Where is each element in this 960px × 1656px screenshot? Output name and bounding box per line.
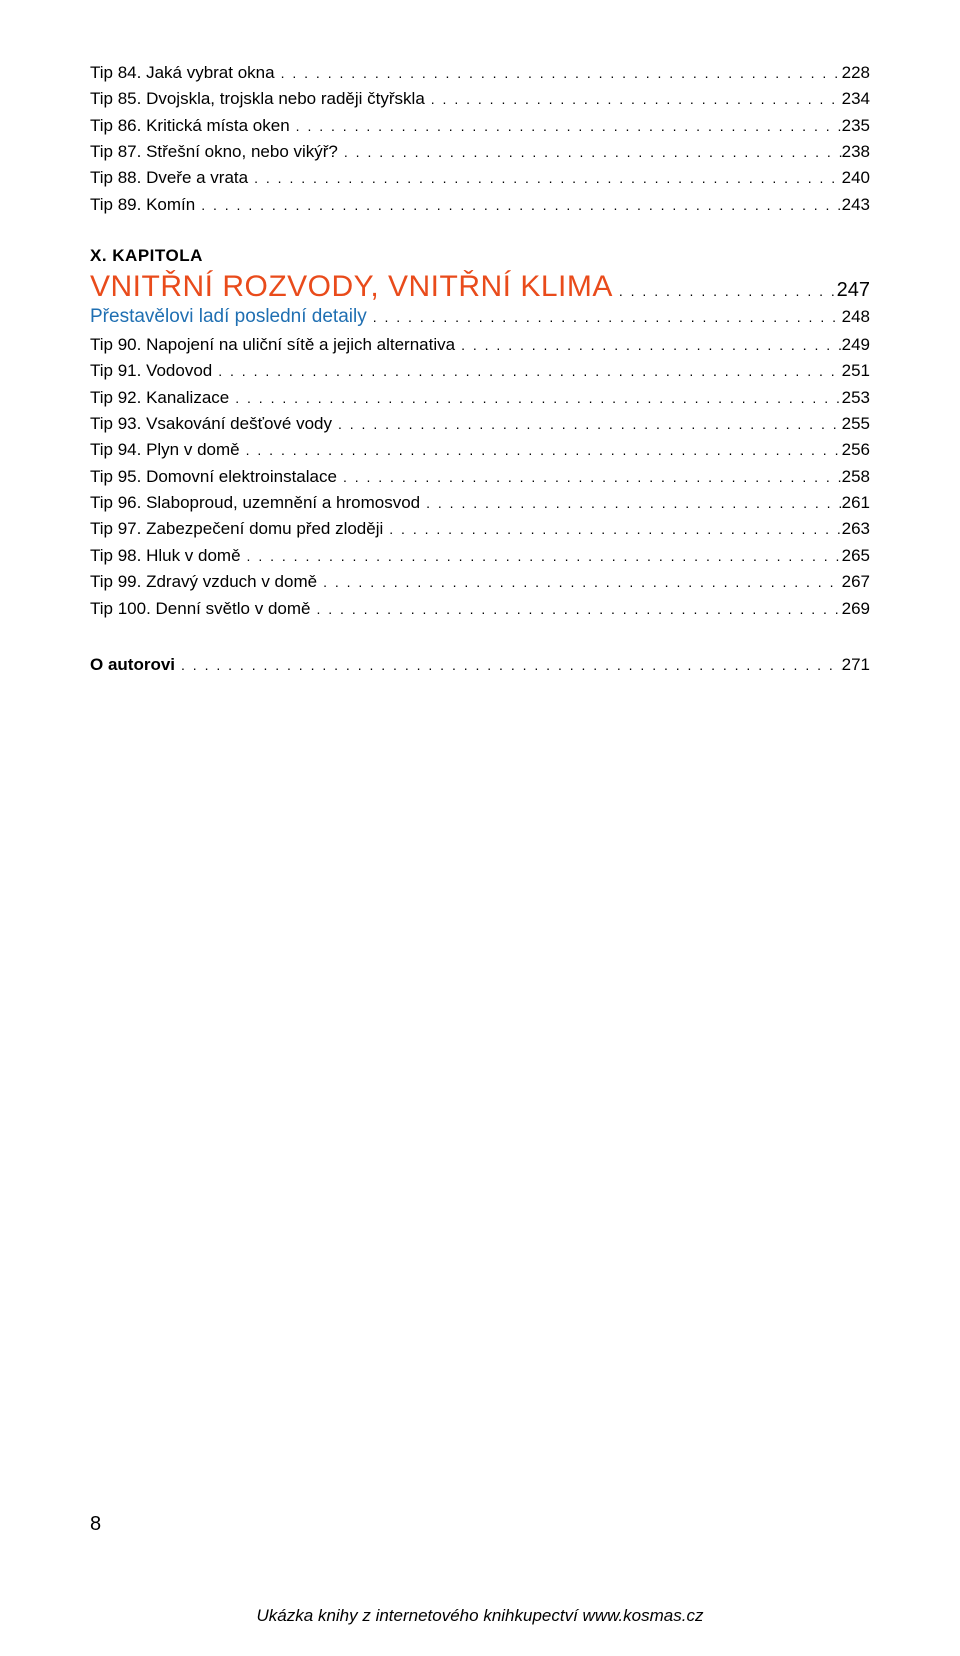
toc-dots: . . . . . . . . . . . . . . . . . . . . … <box>338 142 842 164</box>
chapter-page: 247 <box>837 279 870 302</box>
toc-dots: . . . . . . . . . . . . . . . . . . . . … <box>275 63 842 85</box>
toc-item: Tip 95. Domovní elektroinstalace . . . .… <box>90 464 870 490</box>
toc-item: Tip 89. Komín . . . . . . . . . . . . . … <box>90 192 870 218</box>
toc-label: Tip 90. Napojení na uliční sítě a jejich… <box>90 332 455 358</box>
toc-label: Tip 98. Hluk v domě <box>90 543 241 569</box>
toc-page: 228 <box>842 60 870 86</box>
toc-item: Tip 91. Vodovod . . . . . . . . . . . . … <box>90 358 870 384</box>
toc-dots: . . . . . . . . . . . . . . . . . . . . … <box>420 493 842 515</box>
toc-page: 267 <box>842 569 870 595</box>
page-container: Tip 84. Jaká vybrat okna . . . . . . . .… <box>0 0 960 1656</box>
toc-page: 256 <box>842 437 870 463</box>
chapter-title: VNITŘNÍ ROZVODY, VNITŘNÍ KLIMA <box>90 270 613 304</box>
toc-dots: . . . . . . . . . . . . . . . . . . . . … <box>195 195 841 217</box>
toc-dots: . . . . . . . . . . . . . . . . . . . . … <box>248 168 842 190</box>
toc-label: Tip 84. Jaká vybrat okna <box>90 60 275 86</box>
toc-label: Tip 96. Slaboproud, uzemnění a hromosvod <box>90 490 420 516</box>
chapter-title-line: VNITŘNÍ ROZVODY, VNITŘNÍ KLIMA . . . . .… <box>90 270 870 304</box>
chapter-subtitle: Přestavělovi ladí poslední detaily <box>90 306 367 328</box>
toc-page: 238 <box>842 139 870 165</box>
toc-page: 240 <box>842 165 870 191</box>
toc-label: Tip 93. Vsakování dešťové vody <box>90 411 332 437</box>
toc-item: Tip 85. Dvojskla, trojskla nebo raději č… <box>90 86 870 112</box>
toc-page: 235 <box>842 113 870 139</box>
author-block: O autorovi . . . . . . . . . . . . . . .… <box>90 652 870 678</box>
toc-item-author: O autorovi . . . . . . . . . . . . . . .… <box>90 652 870 678</box>
toc-page: 249 <box>842 332 870 358</box>
toc-page: 265 <box>842 543 870 569</box>
toc-dots: . . . . . . . . . . . . . . . . . . . . … <box>311 599 842 621</box>
footer-note: Ukázka knihy z internetového knihkupectv… <box>0 1606 960 1626</box>
toc-item: Tip 86. Kritická místa oken . . . . . . … <box>90 113 870 139</box>
toc-item: Tip 99. Zdravý vzduch v domě . . . . . .… <box>90 569 870 595</box>
toc-label: Tip 91. Vodovod <box>90 358 212 384</box>
toc-page: 255 <box>842 411 870 437</box>
toc-label: Tip 85. Dvojskla, trojskla nebo raději č… <box>90 86 425 112</box>
chapter-kicker: X. KAPITOLA <box>90 246 870 266</box>
toc-dots: . . . . . . . . . . . . . . . . . . . . … <box>229 388 841 410</box>
toc-label: Tip 100. Denní světlo v domě <box>90 596 311 622</box>
toc-dots: . . . . . . . . . . . . . . . . . . . . … <box>240 440 842 462</box>
toc-page: 234 <box>842 86 870 112</box>
toc-dots: . . . . . . . . . . . . . . . . . . . . … <box>425 89 842 111</box>
toc-label: Tip 94. Plyn v domě <box>90 437 240 463</box>
toc-dots: . . . . . . . . . . . . . . . . . . . . … <box>175 655 842 677</box>
toc-page: 253 <box>842 385 870 411</box>
toc-item: Tip 100. Denní světlo v domě . . . . . .… <box>90 596 870 622</box>
toc-dots: . . . . . . . . . . . . . . . . . . . . … <box>383 519 841 541</box>
toc-item: Tip 98. Hluk v domě . . . . . . . . . . … <box>90 543 870 569</box>
toc-item: Tip 92. Kanalizace . . . . . . . . . . .… <box>90 385 870 411</box>
toc-item: Tip 94. Plyn v domě . . . . . . . . . . … <box>90 437 870 463</box>
toc-label: Tip 86. Kritická místa oken <box>90 113 290 139</box>
author-page: 271 <box>842 652 870 678</box>
toc-page: 251 <box>842 358 870 384</box>
toc-page: 258 <box>842 464 870 490</box>
toc-label: Tip 89. Komín <box>90 192 195 218</box>
toc-dots: . . . . . . . . . . . . . . . . . . . . … <box>290 116 842 138</box>
toc-dots: . . . . . . . . . . . . . . . . . . . . … <box>317 572 842 594</box>
toc-item: Tip 90. Napojení na uliční sítě a jejich… <box>90 332 870 358</box>
chapter-subtitle-line: Přestavělovi ladí poslední detaily . . .… <box>90 306 870 328</box>
toc-page: 243 <box>842 192 870 218</box>
toc-item: Tip 96. Slaboproud, uzemnění a hromosvod… <box>90 490 870 516</box>
toc-label: Tip 92. Kanalizace <box>90 385 229 411</box>
toc-label: Tip 97. Zabezpečení domu před zloději <box>90 516 383 542</box>
toc-dots: . . . . . . . . . . . . . . . . . . . . … <box>332 414 842 436</box>
toc-item: Tip 93. Vsakování dešťové vody . . . . .… <box>90 411 870 437</box>
toc-dots: . . . . . . . . . . . . . . . . . . . . … <box>367 309 842 325</box>
toc-label: Tip 95. Domovní elektroinstalace <box>90 464 337 490</box>
toc-page: 269 <box>842 596 870 622</box>
toc-item: Tip 87. Střešní okno, nebo vikýř? . . . … <box>90 139 870 165</box>
toc-item: Tip 84. Jaká vybrat okna . . . . . . . .… <box>90 60 870 86</box>
toc-label: Tip 88. Dveře a vrata <box>90 165 248 191</box>
toc-page: 263 <box>842 516 870 542</box>
toc-label: Tip 87. Střešní okno, nebo vikýř? <box>90 139 338 165</box>
page-number: 8 <box>90 1513 101 1536</box>
toc-dots: . . . . . . . . . . . . . . . . . . . . … <box>212 361 841 383</box>
toc-dots: . . . . . . . . . . . . . . . . . . . . … <box>337 467 842 489</box>
toc-dots: . . . . . . . . . . . . . . . . . . . . … <box>455 335 842 357</box>
toc-dots: . . . . . . . . . . . . . . . . . . . . … <box>241 546 842 568</box>
toc-label: Tip 99. Zdravý vzduch v domě <box>90 569 317 595</box>
author-label: O autorovi <box>90 652 175 678</box>
toc-item: Tip 97. Zabezpečení domu před zloději . … <box>90 516 870 542</box>
toc-item: Tip 88. Dveře a vrata . . . . . . . . . … <box>90 165 870 191</box>
toc-dots: . . . . . . . . . . . . . . . . . . . . … <box>613 283 837 299</box>
toc-page: 261 <box>842 490 870 516</box>
chapter-block: X. KAPITOLA VNITŘNÍ ROZVODY, VNITŘNÍ KLI… <box>90 246 870 622</box>
chapter-subtitle-page: 248 <box>842 307 870 327</box>
